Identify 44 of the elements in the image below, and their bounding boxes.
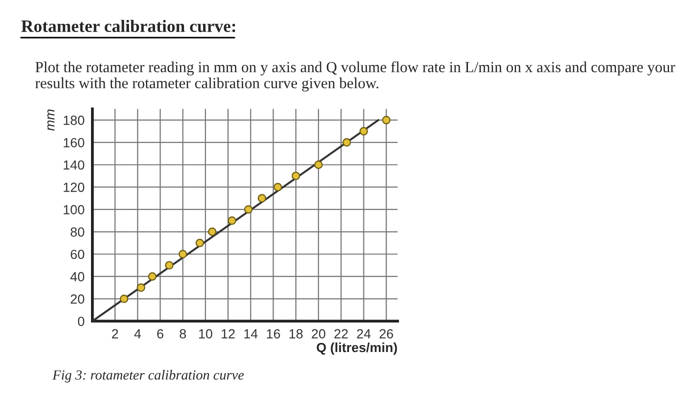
point xyxy=(148,272,157,281)
point xyxy=(292,172,300,180)
point xyxy=(274,182,282,192)
y-tick-label: 120 xyxy=(64,182,84,192)
x-axis-title: Q (litres/min) xyxy=(316,342,397,355)
x-tick-label: 8 xyxy=(180,329,186,338)
y-tick-label: 0 xyxy=(78,316,84,326)
x-tick-label: 4 xyxy=(134,329,141,338)
x-tick-label: 6 xyxy=(157,329,164,338)
point xyxy=(258,194,266,202)
x-tick-label: 10 xyxy=(199,329,212,338)
point xyxy=(244,205,253,214)
caption: Fig 3: rotameter calibration curve xyxy=(52,370,244,382)
x-tick-label: 20 xyxy=(312,329,326,338)
x-tick-label: 24 xyxy=(357,329,371,338)
point xyxy=(136,283,146,292)
chart-subtitle: Plot the rotameter reading in mm on y axis and Q volume flow rate in L/min on x axis and compare your results with the rotameter calibration curve given below. xyxy=(35,61,676,92)
x-tick-label: 22 xyxy=(334,329,348,338)
point xyxy=(196,238,204,248)
x-tick-label: 14 xyxy=(244,329,258,338)
point xyxy=(359,127,368,136)
point xyxy=(165,261,174,270)
x-tick-label: 18 xyxy=(290,329,303,338)
point xyxy=(178,250,188,258)
x-tick-label: 12 xyxy=(222,329,235,338)
y-tick-label: 160 xyxy=(64,138,84,148)
y-tick-label: 100 xyxy=(64,205,84,214)
y-tick-label: 140 xyxy=(64,160,84,170)
point xyxy=(208,228,216,236)
y-tick-label: 20 xyxy=(70,294,84,304)
y-tick-label: 40 xyxy=(70,272,84,282)
point xyxy=(228,216,236,225)
x-tick-label: 16 xyxy=(266,329,280,338)
y-tick-label: 180 xyxy=(64,116,84,125)
y-tick-label: 80 xyxy=(70,227,84,237)
point xyxy=(314,160,323,169)
y-axis-title: mm xyxy=(47,110,54,131)
point xyxy=(342,138,351,147)
point xyxy=(382,116,391,124)
chart-title: Rotameter calibration curve: xyxy=(21,20,236,32)
point xyxy=(120,294,128,304)
y-tick-label: 60 xyxy=(70,250,84,260)
x-tick-label: 26 xyxy=(380,329,394,338)
x-tick-label: 2 xyxy=(112,329,118,338)
